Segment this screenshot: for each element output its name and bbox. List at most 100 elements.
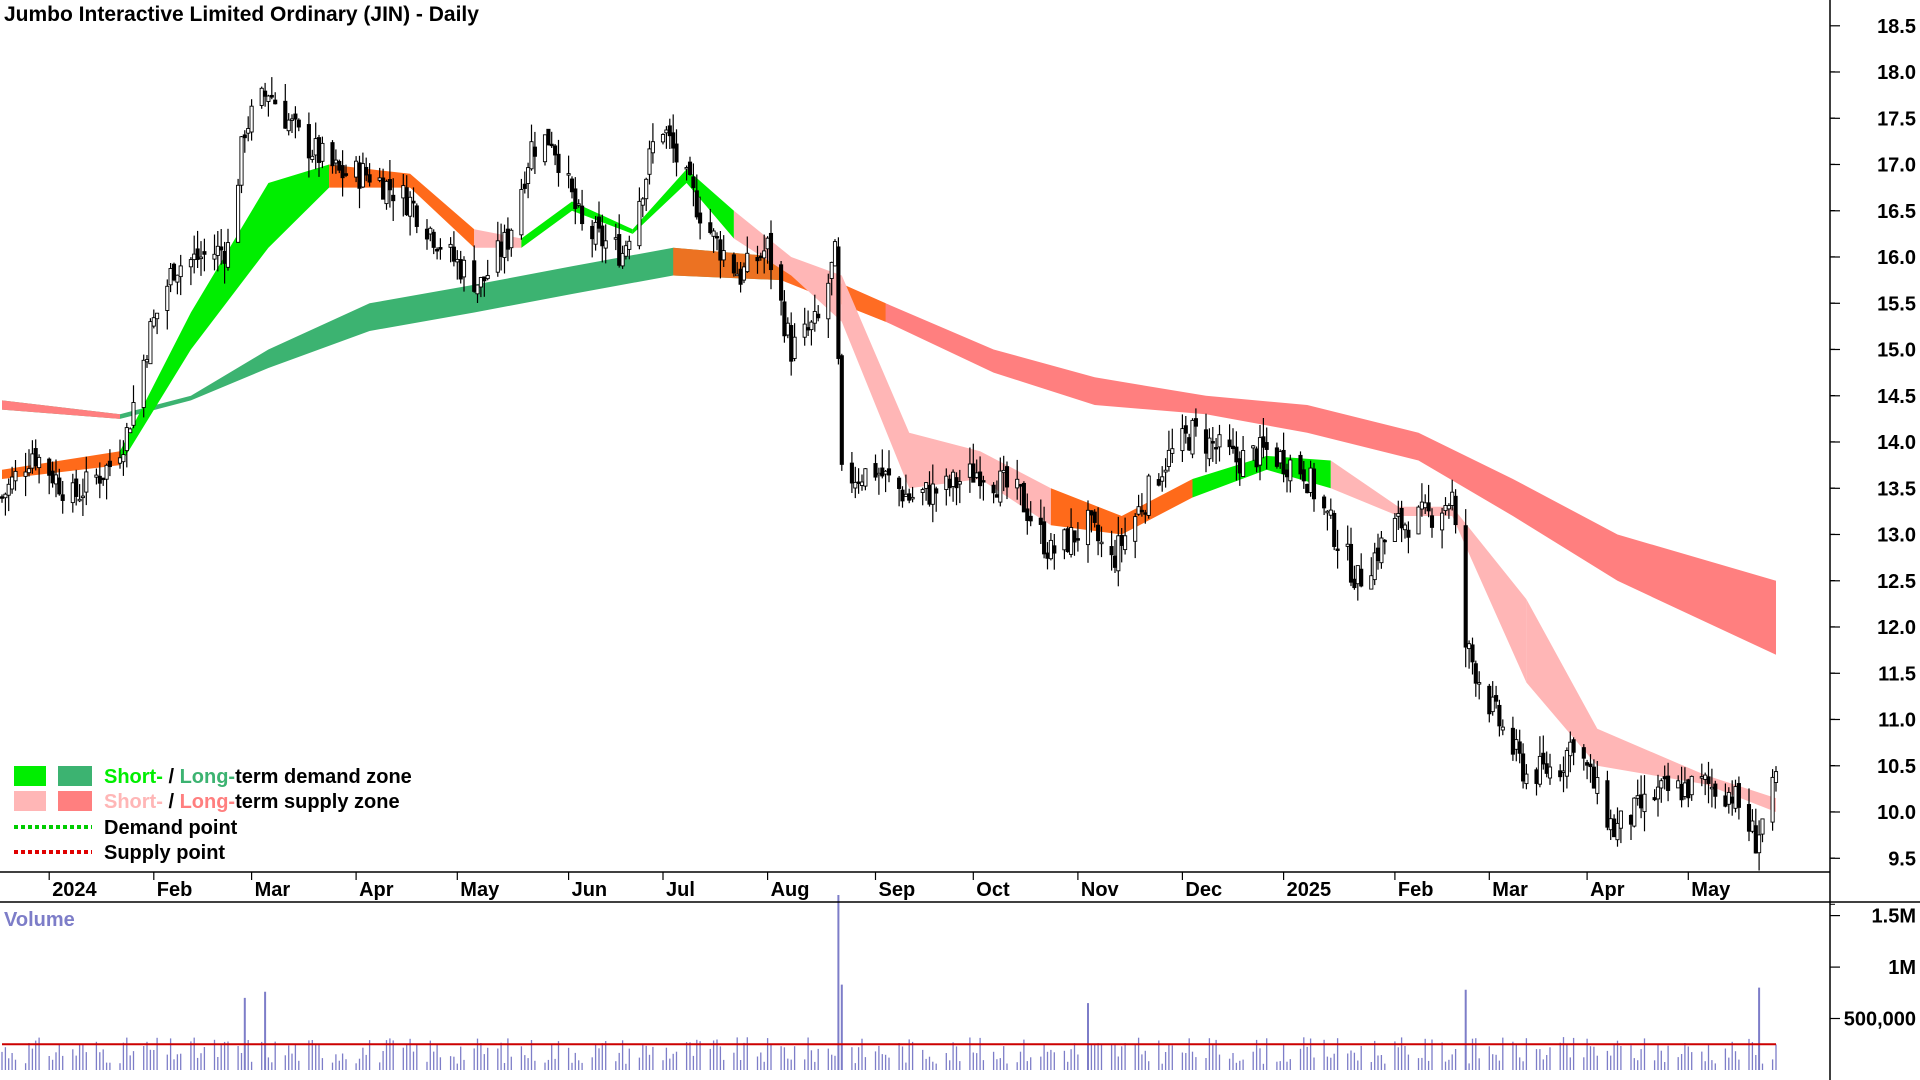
price-tick-label: 13.5	[1877, 478, 1916, 500]
legend-swatch-long	[58, 791, 92, 811]
candle	[57, 468, 62, 496]
short-term-supply-zone-2	[733, 210, 842, 322]
candle	[1092, 509, 1097, 528]
candle	[1369, 557, 1374, 590]
candle	[1558, 764, 1563, 782]
candle	[1234, 431, 1239, 481]
price-tick-label: 18.5	[1877, 16, 1916, 38]
candle	[1193, 408, 1198, 437]
short-term-supply-zone-5	[1526, 599, 1776, 812]
candle	[1773, 766, 1779, 792]
candle	[600, 214, 605, 263]
month-label: Apr	[1590, 879, 1625, 901]
candle	[542, 134, 548, 166]
candle	[283, 84, 288, 129]
candle-layer	[0, 77, 1779, 871]
candle	[1490, 681, 1495, 716]
candle	[1581, 744, 1586, 771]
candle	[451, 231, 456, 267]
candle	[1757, 820, 1762, 871]
candle	[1305, 483, 1310, 494]
candle	[1770, 769, 1775, 831]
candle	[171, 262, 177, 282]
candle	[1261, 418, 1266, 459]
month-label: Mar	[255, 879, 291, 901]
candle	[320, 136, 325, 169]
month-label: 2024	[52, 879, 97, 901]
candle	[1180, 414, 1185, 462]
legend-label: Demand point	[104, 817, 238, 839]
candle	[1392, 513, 1397, 542]
candle	[650, 123, 655, 164]
candle	[121, 440, 126, 476]
month-label: May	[1691, 879, 1731, 901]
short-term-supply-zone-4	[1330, 460, 1527, 683]
candle	[387, 160, 392, 208]
candle	[553, 144, 558, 166]
candle	[1109, 530, 1114, 571]
volume-tick-label: 1.5M	[1872, 906, 1916, 928]
candle	[1251, 445, 1256, 461]
candle	[242, 130, 247, 153]
candle	[269, 77, 274, 100]
candle	[1163, 458, 1168, 488]
short-term-demand-zone-1	[120, 164, 330, 466]
candle	[644, 177, 649, 211]
candle	[647, 140, 652, 185]
candle	[687, 156, 693, 176]
candle	[219, 229, 224, 265]
candle	[519, 178, 524, 240]
candle	[1541, 735, 1546, 770]
candle	[1497, 699, 1502, 737]
candle	[1065, 526, 1070, 553]
candle	[236, 178, 241, 243]
candle	[1025, 493, 1030, 535]
candle	[411, 187, 416, 218]
candle	[853, 466, 858, 499]
candle	[1588, 754, 1593, 783]
candle	[1446, 503, 1451, 519]
candle	[212, 234, 217, 271]
candle	[694, 174, 699, 220]
candle	[1301, 461, 1306, 489]
candle	[343, 164, 349, 178]
volume-label: Volume	[4, 909, 75, 931]
candle	[1359, 553, 1364, 588]
candle	[3, 492, 8, 516]
candle	[472, 245, 477, 293]
candle	[762, 234, 767, 274]
candle	[1183, 416, 1188, 444]
candle	[178, 254, 183, 296]
candle	[691, 163, 696, 207]
candle	[779, 261, 784, 316]
candle	[384, 179, 389, 210]
candle	[202, 238, 207, 272]
candle	[1146, 473, 1151, 519]
price-tick-label: 18.0	[1877, 62, 1916, 84]
long-term-transition-zone	[673, 247, 886, 322]
candle	[1379, 531, 1384, 569]
candle	[1021, 481, 1026, 513]
candle	[263, 82, 268, 107]
candle	[286, 113, 291, 136]
candle	[1642, 775, 1647, 832]
candle	[391, 178, 396, 221]
candle	[981, 475, 986, 501]
candle	[1328, 498, 1333, 519]
candle	[1028, 501, 1033, 527]
candle	[1015, 459, 1020, 500]
candle	[708, 208, 713, 235]
candle	[84, 456, 89, 506]
candle	[1170, 428, 1175, 463]
candle	[836, 237, 841, 365]
month-label: Nov	[1081, 879, 1120, 901]
candle	[1348, 527, 1354, 587]
candle	[1521, 743, 1526, 789]
price-tick-label: 16.5	[1877, 201, 1916, 223]
candle	[782, 290, 787, 343]
price-tick-label: 10.5	[1877, 756, 1916, 778]
candle	[1075, 522, 1080, 552]
candle	[1399, 500, 1404, 543]
price-tick-label: 11.5	[1878, 663, 1916, 685]
candle	[215, 231, 220, 272]
